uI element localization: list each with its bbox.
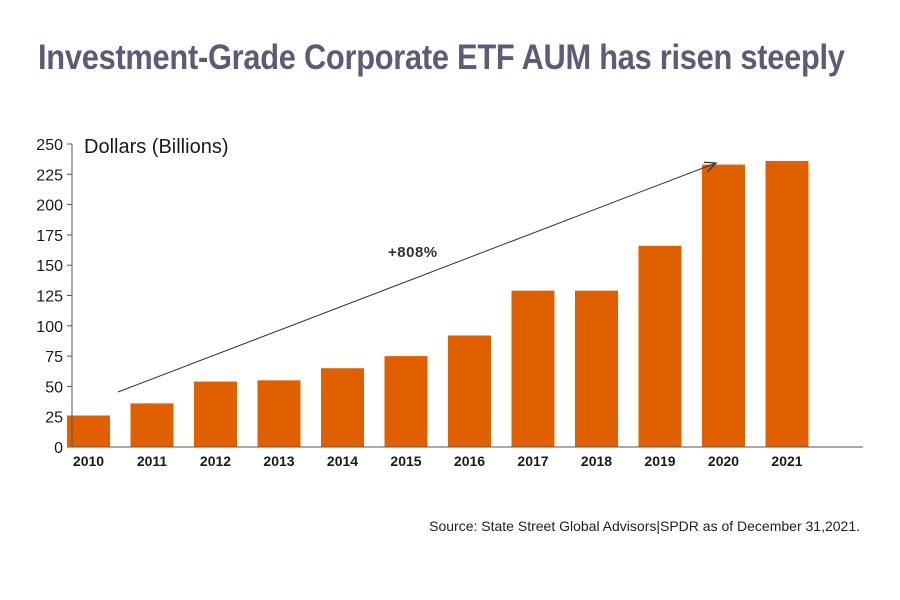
y-tick-label: 75 xyxy=(45,349,63,366)
chart-title: Investment-Grade Corporate ETF AUM has r… xyxy=(38,38,845,77)
y-tick-label: 150 xyxy=(36,258,63,275)
y-tick-label: 175 xyxy=(36,228,63,245)
bar-2011 xyxy=(130,403,174,447)
x-tick-label: 2013 xyxy=(263,453,294,469)
y-tick-label: 100 xyxy=(36,319,63,336)
y-tick-label: 200 xyxy=(36,198,63,215)
bar-2014 xyxy=(321,368,364,447)
x-axis-labels: 2010 2011 2012 2013 2014 2015 2016 2017 2018 2019… xyxy=(73,453,803,469)
y-axis-unit-label: Dollars (Billions) xyxy=(84,136,228,158)
y-axis-ticks: 0 25 50 75 100 125 150 175 200 225 250 xyxy=(36,137,72,457)
trend-arrow xyxy=(117,161,718,393)
bar-2016 xyxy=(448,335,491,447)
x-tick-label: 2020 xyxy=(708,453,739,469)
x-tick-label: 2019 xyxy=(644,453,675,469)
bar-2018 xyxy=(575,290,618,447)
bar-2012 xyxy=(194,381,237,447)
bar-2015 xyxy=(384,356,428,447)
bar-2017 xyxy=(511,290,555,447)
y-tick-label: 250 xyxy=(36,137,63,154)
y-tick-label: 125 xyxy=(36,289,63,306)
x-tick-label: 2017 xyxy=(517,453,548,469)
bar-2010 xyxy=(67,415,110,447)
source-note: Source: State Street Global Advisors|SPD… xyxy=(429,518,860,534)
x-tick-label: 2012 xyxy=(200,453,231,469)
y-tick-label: 0 xyxy=(54,440,63,457)
bar-series xyxy=(67,160,809,447)
x-tick-label: 2015 xyxy=(390,453,421,469)
x-tick-label: 2021 xyxy=(771,453,802,469)
bar-2021 xyxy=(765,160,809,447)
x-tick-label: 2014 xyxy=(327,453,358,469)
y-tick-label: 225 xyxy=(36,167,63,184)
y-tick-label: 25 xyxy=(45,410,63,427)
bar-2019 xyxy=(638,245,682,447)
x-tick-label: 2010 xyxy=(73,453,104,469)
bar-2013 xyxy=(257,380,301,447)
x-tick-label: 2018 xyxy=(581,453,612,469)
x-tick-label: 2016 xyxy=(454,453,485,469)
growth-annotation: +808% xyxy=(388,244,438,261)
x-tick-label: 2011 xyxy=(137,453,168,469)
bar-2020 xyxy=(702,164,745,447)
y-tick-label: 50 xyxy=(45,379,63,396)
